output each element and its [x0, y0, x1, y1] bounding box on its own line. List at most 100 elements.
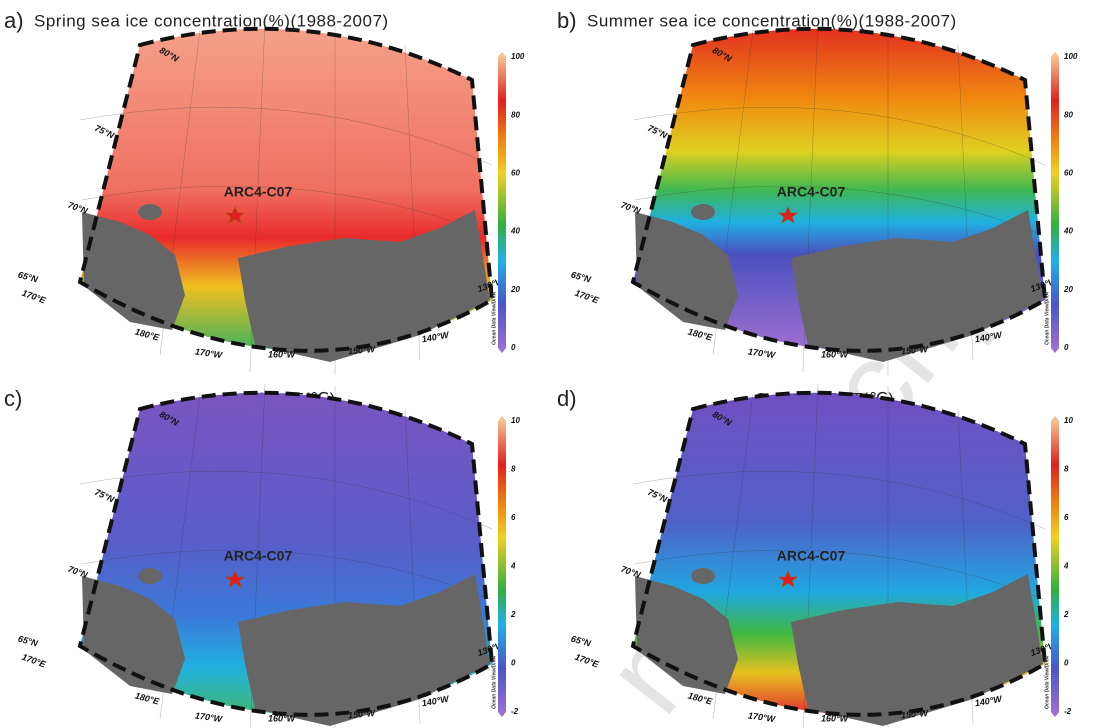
- colorbar-cap: [498, 52, 506, 57]
- island: [691, 204, 715, 220]
- longitude-label: 180°E: [134, 327, 161, 343]
- longitude-label: 180°E: [687, 327, 714, 343]
- station-label: ARC4-C07: [224, 548, 293, 564]
- station-marker: [778, 206, 798, 224]
- colorbar-tick-label: 80: [511, 110, 520, 119]
- latitude-label: 65°N: [570, 270, 592, 285]
- longitude-label: 170°W: [747, 710, 777, 724]
- map-border: [77, 26, 495, 353]
- colorbar-tick-label: 0: [511, 659, 516, 668]
- panel-title: Summer sea ice concentration(%)(1988-200…: [587, 11, 957, 30]
- colorbar: [1051, 421, 1059, 712]
- station-marker: [225, 570, 245, 588]
- station-marker: [778, 570, 798, 588]
- land: [635, 576, 738, 694]
- credit: Ocean Data View/DIVA: [491, 656, 497, 709]
- panel-title: Spring sea ice concentration(%)(1988-200…: [34, 11, 389, 30]
- colorbar-tick-label: 2: [1063, 610, 1069, 619]
- map-panel: c)Annual SST(℃)80°N75°N70°N65°N170°E180°…: [4, 383, 520, 728]
- map-border: [630, 390, 1048, 717]
- graticule-line: [632, 107, 1046, 166]
- credit: Ocean Data View/DIVA: [491, 292, 497, 345]
- colorbar-tick-label: 20: [510, 285, 520, 294]
- longitude-label: 170°E: [574, 288, 601, 306]
- land: [791, 210, 1043, 362]
- station-label: ARC4-C07: [777, 184, 846, 200]
- map-border: [77, 390, 495, 717]
- colorbar-tick-label: 0: [1064, 659, 1069, 668]
- colorbar-tick-label: 60: [1064, 169, 1073, 178]
- colorbar-cap: [498, 348, 506, 353]
- longitude-label: 140°W: [421, 693, 451, 708]
- colorbar-tick-label: -2: [1064, 707, 1072, 716]
- colorbar-tick-label: 6: [1064, 513, 1069, 522]
- colorbar-tick-label: 8: [511, 465, 516, 474]
- longitude-label: 140°W: [421, 329, 451, 344]
- colorbar-cap: [1051, 348, 1059, 353]
- longitude-label: 180°E: [134, 691, 161, 707]
- graticule-line: [81, 185, 491, 236]
- colorbar: [498, 57, 506, 348]
- colorbar-cap: [1051, 52, 1059, 57]
- land: [238, 574, 490, 726]
- panel-label: c): [4, 386, 22, 411]
- island: [138, 204, 162, 220]
- map-panel: a) Spring sea ice concentration(%)(1988-2…: [4, 8, 525, 375]
- longitude-label: 160°W: [268, 349, 297, 359]
- colorbar-tick-label: 100: [511, 52, 525, 61]
- land: [238, 210, 490, 362]
- longitude-label: 170°E: [21, 652, 48, 670]
- land: [635, 212, 738, 330]
- longitude-label: 170°E: [21, 288, 48, 306]
- station-marker: [225, 206, 245, 224]
- colorbar-tick-label: 40: [1063, 227, 1073, 236]
- colorbar-tick-label: -2: [511, 707, 519, 716]
- colorbar-tick-label: 6: [511, 513, 516, 522]
- colorbar-tick-label: 60: [511, 169, 520, 178]
- island: [138, 568, 162, 584]
- graticule-line: [634, 549, 1044, 600]
- colorbar-tick-label: 80: [1064, 110, 1073, 119]
- colorbar-tick-label: 10: [1064, 416, 1073, 425]
- island: [691, 568, 715, 584]
- colorbar-cap: [1051, 416, 1059, 421]
- colorbar-cap: [498, 712, 506, 717]
- colorbar-tick-label: 10: [511, 416, 520, 425]
- graticule-line: [79, 471, 493, 530]
- colorbar-cap: [498, 416, 506, 421]
- colorbar-cap: [1051, 712, 1059, 717]
- colorbar-tick-label: 4: [510, 562, 516, 571]
- longitude-label: 150°W: [901, 344, 930, 356]
- colorbar-tick-label: 2: [510, 610, 516, 619]
- longitude-label: 170°W: [194, 710, 224, 724]
- land: [82, 212, 185, 330]
- longitude-label: 140°W: [974, 329, 1004, 344]
- station-label: ARC4-C07: [224, 184, 293, 200]
- longitude-label: 160°W: [268, 713, 297, 723]
- map-panel: d)Summer SST(℃)80°N75°N70°N65°N170°E180°…: [557, 383, 1073, 728]
- colorbar-tick-label: 8: [1064, 465, 1069, 474]
- longitude-label: 150°W: [901, 708, 930, 720]
- longitude-label: 160°W: [821, 349, 850, 359]
- colorbar-tick-label: 100: [1064, 52, 1078, 61]
- graticule-line: [79, 107, 493, 166]
- graticule-line: [81, 549, 491, 600]
- panel-label: a): [4, 8, 24, 33]
- colorbar: [498, 421, 506, 712]
- longitude-label: 150°W: [348, 708, 377, 720]
- credit: Ocean Data View/DIVA: [1044, 656, 1050, 709]
- map-panel: b) Summer sea ice concentration(%)(1988-2…: [557, 8, 1078, 375]
- land: [791, 574, 1043, 726]
- latitude-label: 70°N: [67, 564, 90, 580]
- panel-label: b): [557, 8, 577, 33]
- colorbar-tick-label: 0: [511, 343, 516, 352]
- latitude-label: 75°N: [646, 123, 669, 141]
- latitude-label: 65°N: [17, 270, 39, 285]
- latitude-label: 70°N: [620, 200, 643, 216]
- colorbar: [1051, 57, 1059, 348]
- latitude-label: 70°N: [620, 564, 643, 580]
- station-label: ARC4-C07: [777, 548, 846, 564]
- longitude-label: 160°W: [821, 713, 850, 723]
